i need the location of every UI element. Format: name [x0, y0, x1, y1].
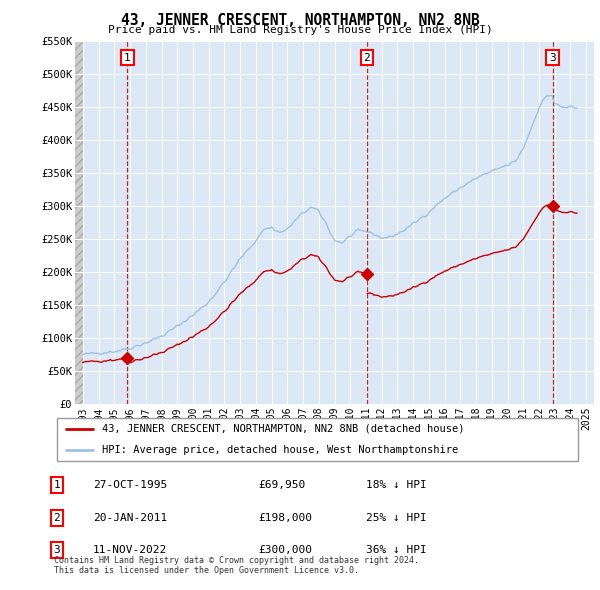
Text: 43, JENNER CRESCENT, NORTHAMPTON, NN2 8NB: 43, JENNER CRESCENT, NORTHAMPTON, NN2 8N…	[121, 13, 479, 28]
Text: £300,000: £300,000	[258, 545, 312, 555]
Text: 20-JAN-2011: 20-JAN-2011	[93, 513, 167, 523]
Text: 2: 2	[364, 53, 370, 63]
Text: 18% ↓ HPI: 18% ↓ HPI	[366, 480, 427, 490]
Text: 11-NOV-2022: 11-NOV-2022	[93, 545, 167, 555]
Text: HPI: Average price, detached house, West Northamptonshire: HPI: Average price, detached house, West…	[101, 445, 458, 455]
FancyBboxPatch shape	[56, 418, 578, 461]
Text: £69,950: £69,950	[258, 480, 305, 490]
Text: 25% ↓ HPI: 25% ↓ HPI	[366, 513, 427, 523]
Text: 43, JENNER CRESCENT, NORTHAMPTON, NN2 8NB (detached house): 43, JENNER CRESCENT, NORTHAMPTON, NN2 8N…	[101, 424, 464, 434]
Text: 36% ↓ HPI: 36% ↓ HPI	[366, 545, 427, 555]
Text: 2: 2	[53, 513, 61, 523]
Text: 3: 3	[53, 545, 61, 555]
Text: Price paid vs. HM Land Registry's House Price Index (HPI): Price paid vs. HM Land Registry's House …	[107, 25, 493, 35]
Text: 1: 1	[124, 53, 131, 63]
Text: £198,000: £198,000	[258, 513, 312, 523]
Text: 3: 3	[549, 53, 556, 63]
Bar	[75, 41, 83, 404]
Text: 27-OCT-1995: 27-OCT-1995	[93, 480, 167, 490]
Text: 1: 1	[53, 480, 61, 490]
Text: Contains HM Land Registry data © Crown copyright and database right 2024.
This d: Contains HM Land Registry data © Crown c…	[54, 556, 419, 575]
